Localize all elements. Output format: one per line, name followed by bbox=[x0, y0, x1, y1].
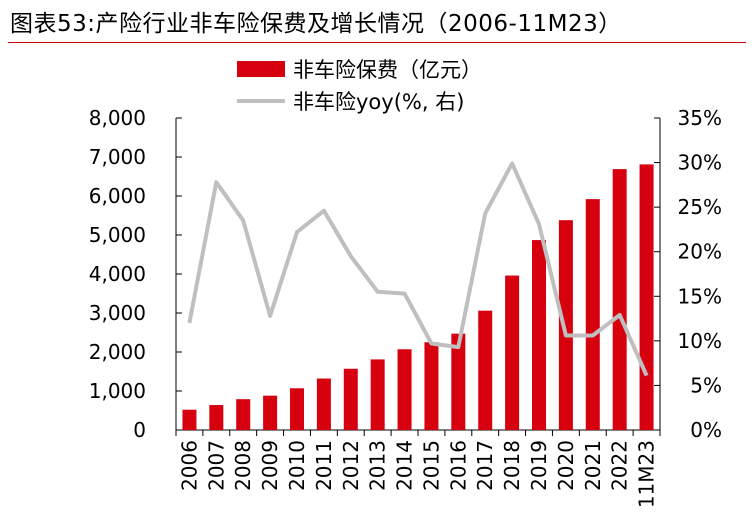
bar-2021 bbox=[585, 199, 600, 430]
legend-item-premium: 非车险保费（亿元） bbox=[237, 54, 482, 84]
left-axis-tick-label: 0 bbox=[133, 418, 146, 442]
x-axis-tick-label: 2019 bbox=[527, 440, 551, 491]
x-axis-tick-label: 2022 bbox=[608, 440, 632, 491]
right-axis-tick-label: 5% bbox=[690, 373, 722, 397]
legend-label-yoy: 非车险yoy(%, 右) bbox=[293, 90, 465, 114]
x-axis-tick-label: 11M23 bbox=[635, 440, 659, 508]
bar-11M23 bbox=[639, 164, 654, 430]
x-axis-tick-label: 2021 bbox=[581, 440, 605, 491]
bar-2022 bbox=[612, 169, 627, 430]
right-axis-tick-label: 0% bbox=[690, 418, 722, 442]
bar-2011 bbox=[316, 378, 331, 430]
x-axis-tick-label: 2013 bbox=[366, 440, 390, 491]
bar-2013 bbox=[370, 359, 385, 430]
left-axis-tick-label: 2,000 bbox=[89, 340, 146, 364]
x-axis-tick-label: 2007 bbox=[204, 440, 228, 491]
title-underline bbox=[8, 42, 746, 43]
x-axis-tick-label: 2017 bbox=[473, 440, 497, 491]
left-axis-tick-label: 3,000 bbox=[89, 301, 146, 325]
bar-2006 bbox=[182, 409, 197, 430]
legend-swatch-line bbox=[237, 99, 285, 103]
x-axis-tick-label: 2011 bbox=[312, 440, 336, 491]
chart-title: 图表53:产险行业非车险保费及增长情况（2006-11M23） bbox=[10, 11, 622, 37]
left-axis-tick-label: 5,000 bbox=[89, 223, 146, 247]
right-axis-tick-label: 25% bbox=[678, 195, 722, 219]
right-axis-tick-label: 10% bbox=[678, 329, 722, 353]
x-axis-tick-label: 2020 bbox=[554, 440, 578, 491]
bar-2009 bbox=[263, 395, 278, 430]
right-axis-tick-label: 20% bbox=[678, 240, 722, 264]
legend-label-premium: 非车险保费（亿元） bbox=[293, 58, 482, 82]
bar-2012 bbox=[343, 368, 358, 430]
x-axis-tick-label: 2010 bbox=[285, 440, 309, 491]
x-axis-tick-label: 2008 bbox=[231, 440, 255, 491]
right-axis-tick-label: 35% bbox=[678, 106, 722, 130]
x-axis-tick-label: 2006 bbox=[177, 440, 201, 491]
bar-2007 bbox=[209, 405, 224, 430]
right-axis-tick-label: 15% bbox=[678, 284, 722, 308]
left-axis-tick-label: 6,000 bbox=[89, 184, 146, 208]
x-axis-tick-label: 2014 bbox=[393, 440, 417, 491]
bar-2017 bbox=[478, 310, 493, 430]
bar-2018 bbox=[505, 275, 520, 430]
legend-item-yoy: 非车险yoy(%, 右) bbox=[237, 86, 464, 116]
left-axis-tick-label: 8,000 bbox=[89, 106, 146, 130]
bar-2019 bbox=[532, 240, 546, 430]
right-axis-tick-label: 30% bbox=[678, 151, 722, 175]
left-axis-tick-label: 1,000 bbox=[89, 379, 146, 403]
legend: 非车险保费（亿元） 非车险yoy(%, 右) bbox=[0, 0, 752, 120]
yoy-line bbox=[187, 161, 649, 377]
bar-2010 bbox=[290, 388, 304, 430]
bar-2020 bbox=[558, 220, 573, 430]
bar-2008 bbox=[236, 399, 251, 430]
legend-swatch-bar bbox=[237, 61, 285, 77]
x-axis-tick-label: 2009 bbox=[258, 440, 282, 491]
bar-2015 bbox=[424, 342, 439, 430]
left-axis-tick-label: 7,000 bbox=[89, 145, 146, 169]
bar-2016 bbox=[451, 333, 466, 430]
left-axis-tick-label: 4,000 bbox=[89, 262, 146, 286]
bar-2014 bbox=[397, 349, 412, 430]
x-axis-tick-label: 2015 bbox=[419, 440, 443, 491]
x-axis-tick-label: 2018 bbox=[500, 440, 524, 491]
x-axis-tick-label: 2016 bbox=[446, 440, 470, 491]
x-axis-tick-label: 2012 bbox=[339, 440, 363, 491]
